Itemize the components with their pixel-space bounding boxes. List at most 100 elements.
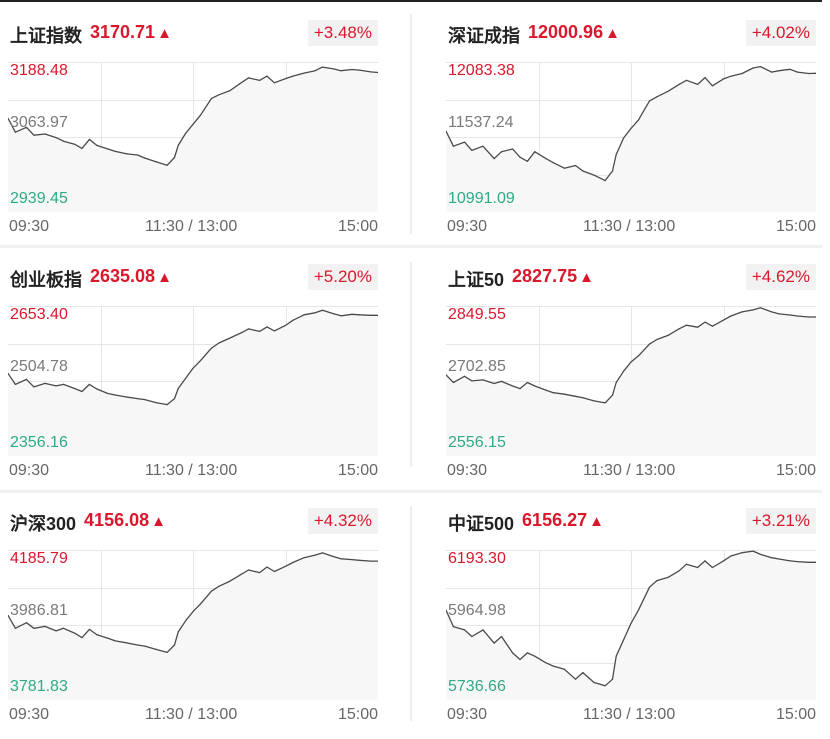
data-point — [604, 685, 606, 687]
data-point — [173, 398, 176, 400]
data-point — [340, 70, 342, 72]
data-point — [637, 355, 639, 357]
data-point — [630, 127, 632, 129]
data-point — [730, 75, 732, 77]
data-point — [44, 382, 46, 384]
x-tick-label: 09:30 — [447, 462, 488, 479]
data-point — [711, 566, 713, 569]
data-point — [471, 149, 473, 151]
data-point — [370, 560, 372, 562]
data-point — [482, 379, 484, 381]
data-point — [8, 372, 9, 374]
data-point — [471, 380, 473, 382]
up-arrow-icon: ▲ — [157, 269, 172, 286]
data-point — [55, 630, 57, 632]
data-point — [88, 628, 90, 630]
x-tick-label: 11:30 / 13:00 — [145, 218, 238, 235]
intraday-chart — [8, 550, 378, 700]
data-point — [284, 565, 287, 567]
up-arrow-icon: ▲ — [579, 269, 594, 286]
data-point — [648, 343, 651, 345]
data-point — [247, 77, 250, 79]
index-price: 6156.27 ▲ — [522, 510, 604, 530]
data-point — [563, 393, 565, 395]
data-point — [752, 550, 754, 552]
index-price: 12000.96 ▲ — [528, 22, 620, 42]
data-point — [321, 66, 324, 68]
data-point — [185, 132, 187, 134]
index-panel[interactable]: 上证50 2827.75 ▲ +4.62% 2849.55 2702.85 2556.15 0… — [438, 244, 820, 488]
data-point — [519, 388, 521, 390]
data-point — [314, 312, 316, 314]
data-point — [81, 147, 83, 149]
data-point — [62, 140, 65, 142]
data-point — [778, 313, 780, 315]
change-badge: +3.48% — [307, 20, 378, 46]
data-point — [25, 622, 28, 624]
x-tick-label: 15:00 — [337, 462, 378, 479]
data-point — [604, 180, 606, 182]
data-point — [199, 603, 201, 605]
data-point — [648, 586, 651, 588]
data-point — [210, 97, 213, 99]
data-point — [218, 342, 220, 344]
data-point — [14, 131, 16, 133]
index-panel[interactable]: 创业板指 2635.08 ▲ +5.20% 2653.40 2504.78 2356.16 0… — [0, 244, 382, 488]
data-point — [88, 138, 90, 140]
data-point — [55, 385, 57, 387]
data-point — [25, 378, 28, 380]
index-panel[interactable]: 中证500 6156.27 ▲ +3.21% 6193.30 5964.98 5736.66… — [438, 488, 820, 732]
data-point — [789, 314, 791, 316]
y-tick-label: 3781.83 — [10, 678, 68, 695]
data-point — [808, 316, 810, 318]
x-tick-label: 11:30 / 13:00 — [583, 706, 676, 723]
data-point — [218, 585, 220, 587]
data-point — [192, 367, 194, 369]
data-point — [771, 557, 773, 559]
data-point — [144, 645, 146, 647]
data-point — [292, 561, 294, 564]
data-point — [759, 66, 762, 68]
data-point — [125, 642, 127, 644]
data-point — [96, 388, 98, 390]
index-panel[interactable]: 沪深300 4156.08 ▲ +4.32% 4185.79 3986.81 3781.83… — [0, 488, 382, 732]
data-point — [33, 627, 35, 629]
data-point — [177, 631, 179, 633]
area-fill — [446, 551, 816, 700]
index-panel[interactable]: 上证指数 3170.71 ▲ +3.48% 3188.48 3063.97 2939.45 0… — [0, 0, 382, 244]
data-point — [796, 561, 799, 563]
data-point — [247, 569, 250, 571]
data-point — [273, 570, 275, 573]
data-point — [534, 151, 536, 153]
data-point — [192, 123, 194, 125]
data-point — [452, 145, 454, 147]
data-point — [166, 404, 168, 406]
data-point — [185, 377, 187, 379]
data-point — [656, 96, 658, 98]
y-tick-label: 12083.38 — [448, 62, 515, 79]
data-point — [377, 314, 378, 316]
data-point — [199, 360, 201, 362]
data-point — [259, 572, 261, 574]
series-line — [8, 552, 378, 654]
data-point — [218, 94, 220, 96]
data-point — [808, 72, 810, 75]
data-point — [711, 85, 713, 87]
data-point — [333, 313, 335, 315]
index-panel[interactable]: 深证成指 12000.96 ▲ +4.02% 12083.38 11537.24 10991… — [438, 0, 820, 244]
data-point — [340, 558, 342, 560]
up-arrow-icon: ▲ — [589, 513, 604, 530]
column-divider — [410, 14, 412, 234]
data-point — [125, 153, 127, 155]
data-point — [815, 316, 816, 318]
data-point — [512, 148, 514, 150]
data-point — [107, 637, 109, 639]
data-point — [789, 68, 791, 70]
data-point — [240, 82, 242, 84]
x-tick-label: 15:00 — [775, 706, 816, 723]
data-point — [266, 566, 268, 568]
data-point — [815, 561, 816, 563]
x-tick-label: 15:00 — [337, 706, 378, 723]
index-name: 创业板指 — [10, 270, 82, 290]
data-point — [637, 609, 639, 611]
